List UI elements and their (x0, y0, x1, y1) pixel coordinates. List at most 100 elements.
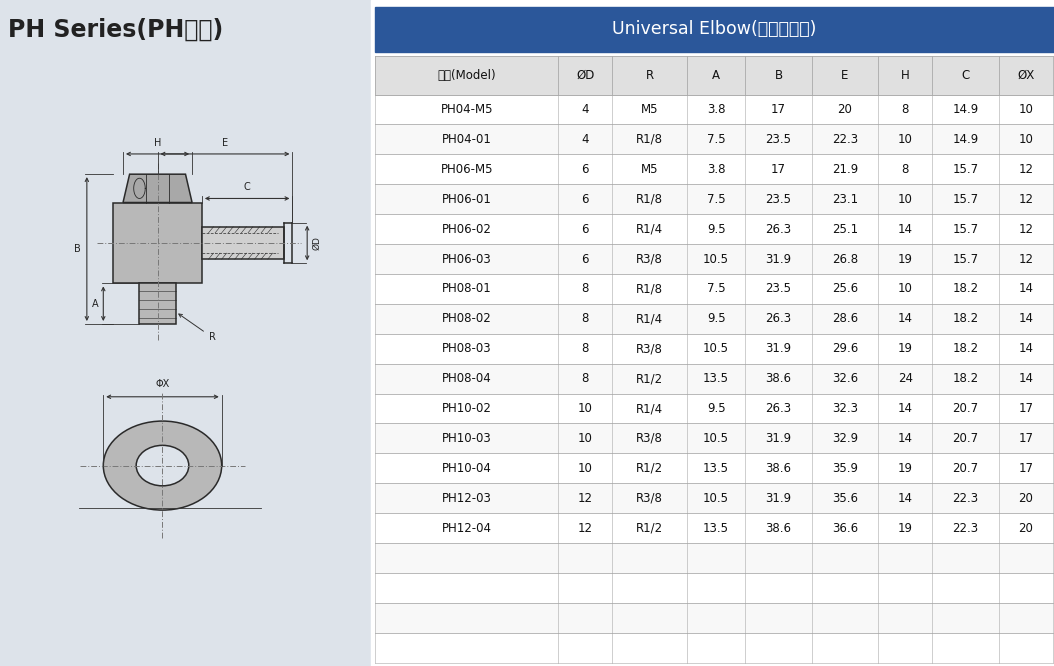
Bar (375, 603, 1053, 633)
Text: 14: 14 (1018, 372, 1033, 385)
Text: 17: 17 (1018, 432, 1033, 445)
Text: M5: M5 (641, 163, 659, 176)
Text: B: B (74, 244, 80, 254)
Text: 13.5: 13.5 (703, 462, 729, 475)
Text: 14: 14 (898, 402, 913, 415)
Text: 17: 17 (1018, 402, 1033, 415)
Text: C: C (961, 69, 970, 82)
Text: R1/4: R1/4 (636, 222, 663, 236)
Text: R3/8: R3/8 (637, 342, 663, 355)
Text: 32.3: 32.3 (832, 402, 858, 415)
Text: 8: 8 (582, 312, 589, 325)
Text: PH06-03: PH06-03 (442, 252, 491, 266)
Text: PH06-01: PH06-01 (442, 192, 491, 206)
Text: 20.7: 20.7 (953, 402, 979, 415)
Text: 13.5: 13.5 (703, 521, 729, 535)
Text: 25.6: 25.6 (832, 282, 858, 296)
Text: 8: 8 (901, 163, 909, 176)
Text: 17: 17 (772, 103, 786, 116)
Text: 14: 14 (898, 492, 913, 505)
Text: 6: 6 (582, 252, 589, 266)
Text: 9.5: 9.5 (707, 402, 725, 415)
Bar (0, 0, 371, 666)
Text: PH Series(PH系列): PH Series(PH系列) (8, 17, 223, 41)
Bar (375, 364, 1053, 394)
Text: PH12-03: PH12-03 (442, 492, 491, 505)
Text: 14.9: 14.9 (953, 133, 979, 146)
Text: 14: 14 (1018, 282, 1033, 296)
Text: 10.5: 10.5 (703, 432, 729, 445)
Text: 18.2: 18.2 (953, 312, 979, 325)
Bar (375, 573, 1053, 603)
Bar (375, 394, 1053, 424)
Text: 8: 8 (582, 282, 589, 296)
Text: R: R (646, 69, 653, 82)
Text: R1/8: R1/8 (637, 192, 663, 206)
Text: 31.9: 31.9 (765, 492, 792, 505)
Text: Universal Elbow(外六角接头): Universal Elbow(外六角接头) (612, 20, 817, 39)
Bar (139, 284, 176, 324)
Text: 10: 10 (898, 192, 913, 206)
Text: 38.6: 38.6 (765, 372, 792, 385)
Bar (375, 633, 1053, 663)
Text: 9.5: 9.5 (707, 222, 725, 236)
Text: 17: 17 (772, 163, 786, 176)
Text: PH08-01: PH08-01 (442, 282, 491, 296)
Text: 26.3: 26.3 (765, 222, 792, 236)
Text: A: A (92, 298, 98, 309)
Text: 15.7: 15.7 (953, 222, 979, 236)
Text: 23.5: 23.5 (765, 282, 792, 296)
Text: 18.2: 18.2 (953, 282, 979, 296)
Text: 15.7: 15.7 (953, 192, 979, 206)
Text: 35.6: 35.6 (832, 492, 858, 505)
Text: 8: 8 (582, 342, 589, 355)
Text: E: E (222, 138, 228, 148)
Text: 10: 10 (578, 462, 592, 475)
Text: 10: 10 (1018, 133, 1033, 146)
Text: R1/2: R1/2 (636, 521, 663, 535)
Text: 8: 8 (582, 372, 589, 385)
Text: 12: 12 (1018, 192, 1033, 206)
Text: PH10-02: PH10-02 (442, 402, 491, 415)
Text: 35.9: 35.9 (832, 462, 858, 475)
Text: 12: 12 (1018, 222, 1033, 236)
Text: PH04-01: PH04-01 (442, 133, 491, 146)
Text: 7.5: 7.5 (707, 133, 725, 146)
Text: R: R (179, 314, 215, 342)
Text: 25.1: 25.1 (832, 222, 858, 236)
Text: 4: 4 (582, 103, 589, 116)
Text: 22.3: 22.3 (953, 492, 979, 505)
Text: 6: 6 (582, 222, 589, 236)
Text: 32.9: 32.9 (832, 432, 858, 445)
Text: 26.8: 26.8 (832, 252, 858, 266)
Text: 4: 4 (582, 133, 589, 146)
Text: 6: 6 (582, 192, 589, 206)
Text: 7.5: 7.5 (707, 282, 725, 296)
Text: 18.2: 18.2 (953, 372, 979, 385)
Text: 14: 14 (898, 312, 913, 325)
Text: 21.9: 21.9 (832, 163, 858, 176)
Text: E: E (841, 69, 848, 82)
Text: PH06-02: PH06-02 (442, 222, 491, 236)
Text: H: H (901, 69, 910, 82)
Text: 19: 19 (898, 252, 913, 266)
Text: 12: 12 (1018, 252, 1033, 266)
Bar (371, 0, 1054, 666)
Bar (375, 184, 1053, 214)
Text: 22.3: 22.3 (953, 521, 979, 535)
Text: PH08-04: PH08-04 (442, 372, 491, 385)
Text: R1/4: R1/4 (636, 402, 663, 415)
Text: ØD: ØD (312, 236, 321, 250)
Bar (375, 454, 1053, 484)
Text: 38.6: 38.6 (765, 462, 792, 475)
Text: 31.9: 31.9 (765, 252, 792, 266)
Text: 20: 20 (838, 103, 853, 116)
Bar (202, 227, 285, 259)
Text: M5: M5 (641, 103, 659, 116)
Text: 20.7: 20.7 (953, 462, 979, 475)
Text: 15.7: 15.7 (953, 252, 979, 266)
Text: C: C (243, 182, 251, 192)
Text: PH06-M5: PH06-M5 (441, 163, 493, 176)
Text: R3/8: R3/8 (637, 252, 663, 266)
Text: 14: 14 (1018, 342, 1033, 355)
